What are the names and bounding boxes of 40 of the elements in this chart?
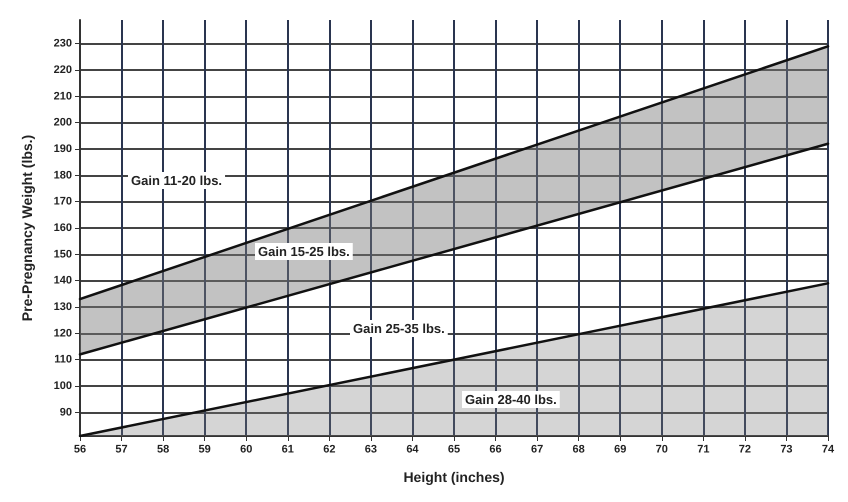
y-tick-label: 190 <box>54 143 72 156</box>
annotation: Gain 28-40 lbs. <box>465 392 557 407</box>
y-tick-label: 100 <box>54 380 72 392</box>
y-tick-label: 220 <box>54 64 72 76</box>
x-tick-label: 64 <box>406 444 420 456</box>
x-tick-label: 65 <box>448 444 460 456</box>
x-tick-label: 67 <box>530 444 544 456</box>
x-tick-label: 59 <box>198 444 211 456</box>
x-axis-title: Height (inches) <box>403 469 505 485</box>
y-axis-title: Pre-Pregnancy Weight (lbs.) <box>19 134 35 322</box>
y-tick-label: 210 <box>54 90 72 102</box>
y-tick-label: 160 <box>54 222 72 234</box>
x-tick-label: 74 <box>822 444 835 456</box>
x-tick-label: 56 <box>74 444 86 456</box>
y-tick-label: 230 <box>54 38 72 50</box>
y-tick-label: 180 <box>54 169 72 182</box>
x-tick-label: 66 <box>489 444 502 456</box>
y-tick-label: 110 <box>54 354 72 366</box>
y-tick-label: 170 <box>54 196 72 208</box>
x-tick-label: 61 <box>282 444 294 456</box>
y-tick-label: 200 <box>54 116 72 129</box>
y-tick-label: 120 <box>54 327 72 340</box>
y-tick-label: 140 <box>54 274 72 287</box>
x-tick-label: 58 <box>156 444 170 456</box>
x-tick-label: 60 <box>240 444 252 456</box>
x-tick-label: 63 <box>364 444 378 456</box>
x-tick-label: 71 <box>697 444 710 456</box>
x-tick-label: 69 <box>614 444 626 456</box>
y-tick-label: 90 <box>60 406 72 418</box>
annotation: Gain 15-25 lbs. <box>258 244 350 259</box>
x-tick-label: 72 <box>738 444 752 456</box>
x-tick-label: 68 <box>572 444 585 456</box>
y-tick-label: 150 <box>54 248 72 260</box>
x-tick-label: 57 <box>115 444 128 456</box>
x-tick-label: 62 <box>323 444 336 456</box>
annotation: Gain 11-20 lbs. <box>131 173 222 188</box>
annotation: Gain 25-35 lbs. <box>353 321 445 336</box>
x-tick-label: 73 <box>780 444 793 456</box>
y-tick-label: 130 <box>54 300 72 313</box>
x-tick-label: 70 <box>656 444 668 456</box>
